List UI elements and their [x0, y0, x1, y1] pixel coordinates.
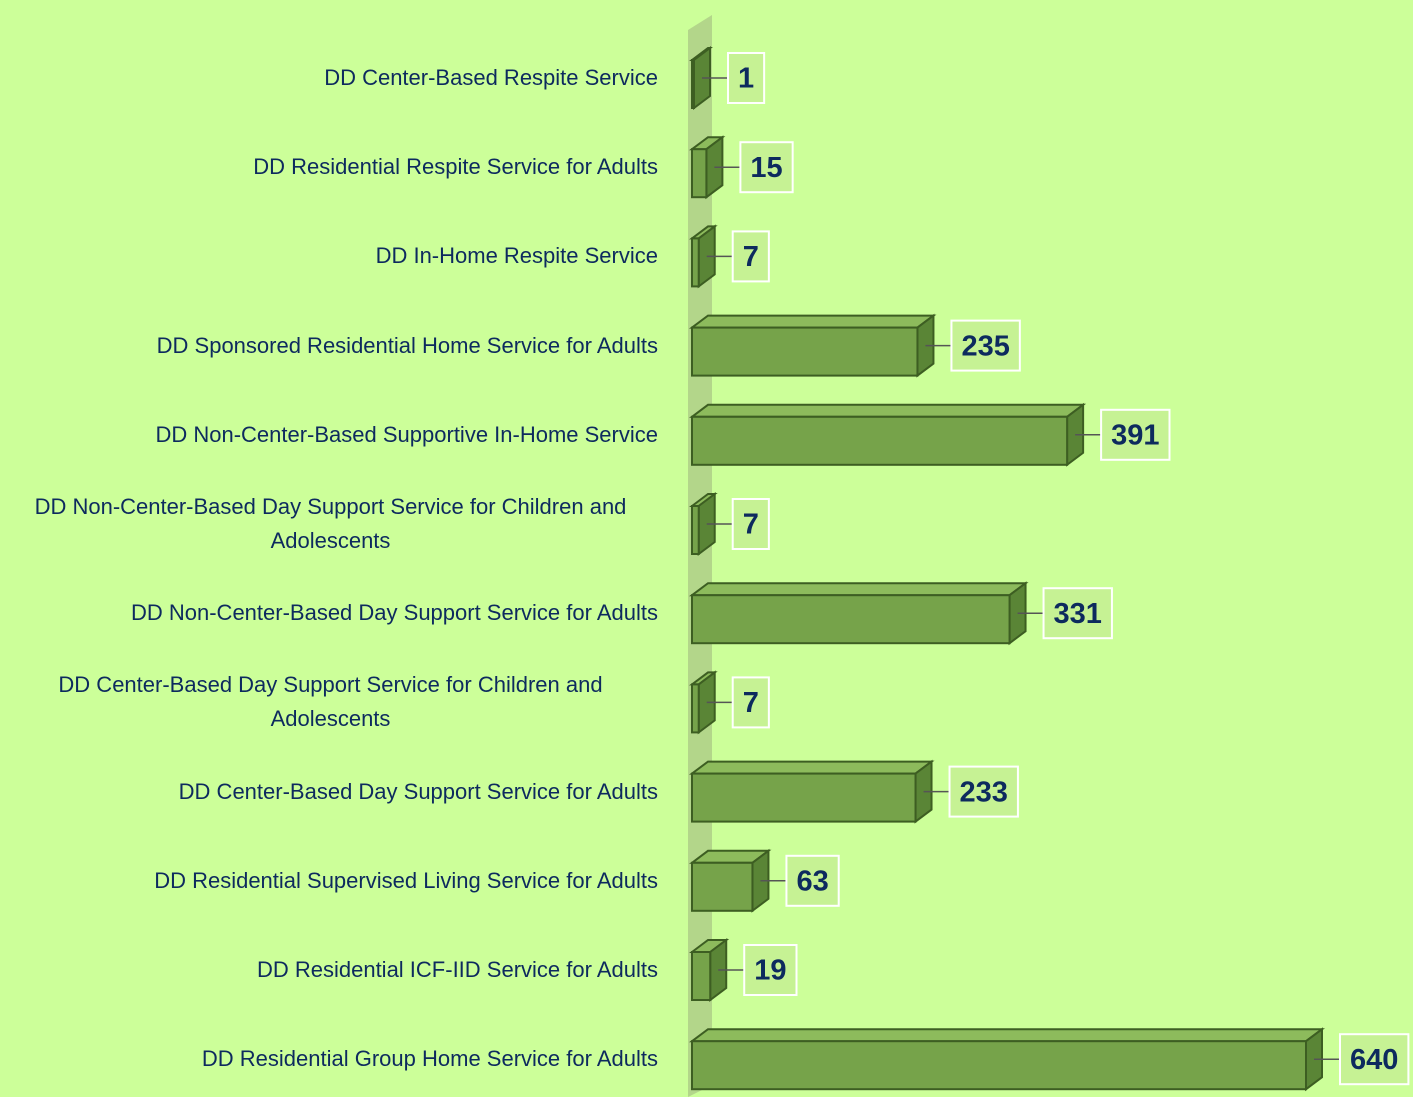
value-label-box [743, 944, 798, 996]
category-label: DD Residential ICF-IID Service for Adult… [256, 957, 658, 982]
bar-top [689, 582, 1029, 597]
bar-front [691, 415, 1069, 466]
bar [689, 402, 1087, 467]
value-label-box [785, 854, 840, 907]
bar-front [691, 594, 1011, 645]
bar-front [691, 772, 917, 823]
bar [689, 848, 772, 913]
bar-front [691, 59, 695, 109]
category-label: DD Non-Center-Based Day Support Service … [34, 494, 627, 553]
value-label: 63 [796, 865, 828, 897]
value-label: 233 [960, 776, 1008, 808]
value-label-box [731, 230, 770, 283]
category-label: DD Center-Based Respite Service [324, 65, 658, 90]
category-label: DD In-Home Respite Service [375, 243, 658, 269]
value-label-box [739, 141, 794, 194]
value-label-box [1042, 587, 1113, 640]
value-label: 391 [1111, 419, 1159, 451]
bar-front [691, 326, 919, 377]
bar-top [689, 314, 937, 329]
bar-front [691, 951, 712, 1001]
value-label: 331 [1054, 598, 1102, 630]
category-label: DD Residential Supervised Living Service… [154, 867, 658, 893]
value-label-box [727, 52, 766, 104]
value-label: 235 [961, 330, 1009, 362]
bar-top [689, 1028, 1325, 1043]
bar-front [691, 148, 708, 199]
value-label-box [948, 765, 1019, 818]
value-label-box [731, 676, 770, 729]
value-label-box [1339, 1033, 1410, 1086]
bar [689, 1027, 1325, 1092]
category-label: DD Residential Respite Service for Adult… [253, 154, 658, 180]
value-label-box [950, 319, 1021, 372]
bar [689, 759, 935, 824]
value-label-box [1100, 408, 1171, 461]
bar-front [691, 861, 754, 912]
value-label: 15 [750, 152, 782, 184]
bar [689, 313, 937, 378]
category-label: DD Non-Center-Based Supportive In-Home S… [155, 421, 658, 447]
value-label-box [731, 498, 770, 550]
bar-front [691, 683, 700, 734]
value-label: 7 [743, 509, 759, 541]
bar-top [689, 760, 935, 775]
value-label: 7 [743, 687, 759, 719]
bar [689, 135, 726, 200]
bar-top [689, 403, 1087, 418]
value-label: 1 [738, 63, 754, 95]
bar [689, 581, 1029, 646]
bar-front [691, 1040, 1307, 1091]
category-label: DD Center-Based Day Support Service for … [58, 672, 603, 732]
value-label: 7 [743, 241, 759, 273]
category-label: DD Non-Center-Based Day Support Service … [130, 600, 658, 626]
bar-front [691, 237, 700, 288]
bar-front [691, 505, 700, 555]
value-label: 640 [1350, 1044, 1398, 1076]
category-label: DD Center-Based Day Support Service for … [178, 778, 658, 804]
category-label: DD Residential Group Home Service for Ad… [201, 1046, 658, 1072]
value-label: 19 [754, 955, 786, 987]
category-label: DD Sponsored Residential Home Service fo… [156, 332, 658, 358]
